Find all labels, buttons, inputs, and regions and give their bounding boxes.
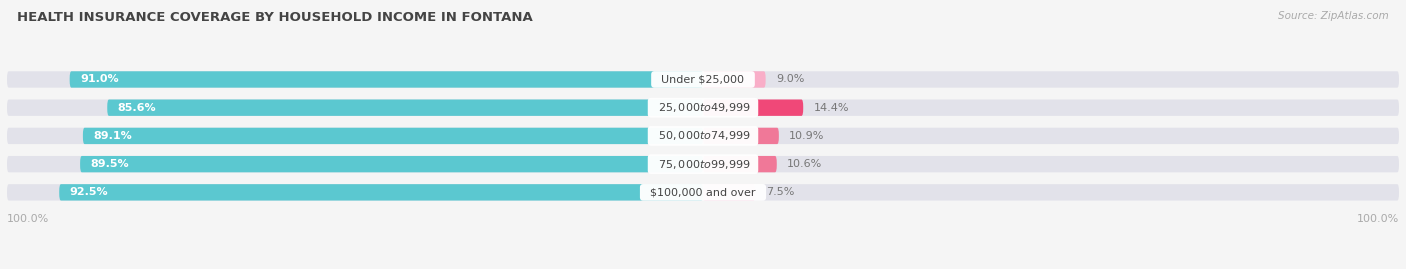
Text: 91.0%: 91.0% <box>80 75 118 84</box>
Text: 100.0%: 100.0% <box>1357 214 1399 224</box>
Text: $50,000 to $74,999: $50,000 to $74,999 <box>651 129 755 142</box>
FancyBboxPatch shape <box>703 128 779 144</box>
FancyBboxPatch shape <box>703 156 776 172</box>
Text: Under $25,000: Under $25,000 <box>655 75 751 84</box>
Text: 7.5%: 7.5% <box>766 187 794 197</box>
FancyBboxPatch shape <box>7 184 1399 201</box>
Text: 10.6%: 10.6% <box>787 159 823 169</box>
FancyBboxPatch shape <box>703 71 766 88</box>
FancyBboxPatch shape <box>70 71 703 88</box>
FancyBboxPatch shape <box>7 128 1399 144</box>
FancyBboxPatch shape <box>703 184 755 201</box>
FancyBboxPatch shape <box>80 156 703 172</box>
Text: $25,000 to $49,999: $25,000 to $49,999 <box>651 101 755 114</box>
Text: $75,000 to $99,999: $75,000 to $99,999 <box>651 158 755 171</box>
FancyBboxPatch shape <box>7 71 1399 88</box>
FancyBboxPatch shape <box>83 128 703 144</box>
FancyBboxPatch shape <box>703 100 803 116</box>
FancyBboxPatch shape <box>59 184 703 201</box>
Text: Source: ZipAtlas.com: Source: ZipAtlas.com <box>1278 11 1389 21</box>
FancyBboxPatch shape <box>107 100 703 116</box>
FancyBboxPatch shape <box>7 156 1399 172</box>
Text: 9.0%: 9.0% <box>776 75 804 84</box>
FancyBboxPatch shape <box>7 100 1399 116</box>
Text: 14.4%: 14.4% <box>814 103 849 113</box>
Text: 92.5%: 92.5% <box>70 187 108 197</box>
Text: 10.9%: 10.9% <box>789 131 825 141</box>
Text: 100.0%: 100.0% <box>7 214 49 224</box>
Text: $100,000 and over: $100,000 and over <box>644 187 762 197</box>
Text: 89.5%: 89.5% <box>90 159 129 169</box>
Text: HEALTH INSURANCE COVERAGE BY HOUSEHOLD INCOME IN FONTANA: HEALTH INSURANCE COVERAGE BY HOUSEHOLD I… <box>17 11 533 24</box>
Text: 89.1%: 89.1% <box>93 131 132 141</box>
Text: 85.6%: 85.6% <box>118 103 156 113</box>
